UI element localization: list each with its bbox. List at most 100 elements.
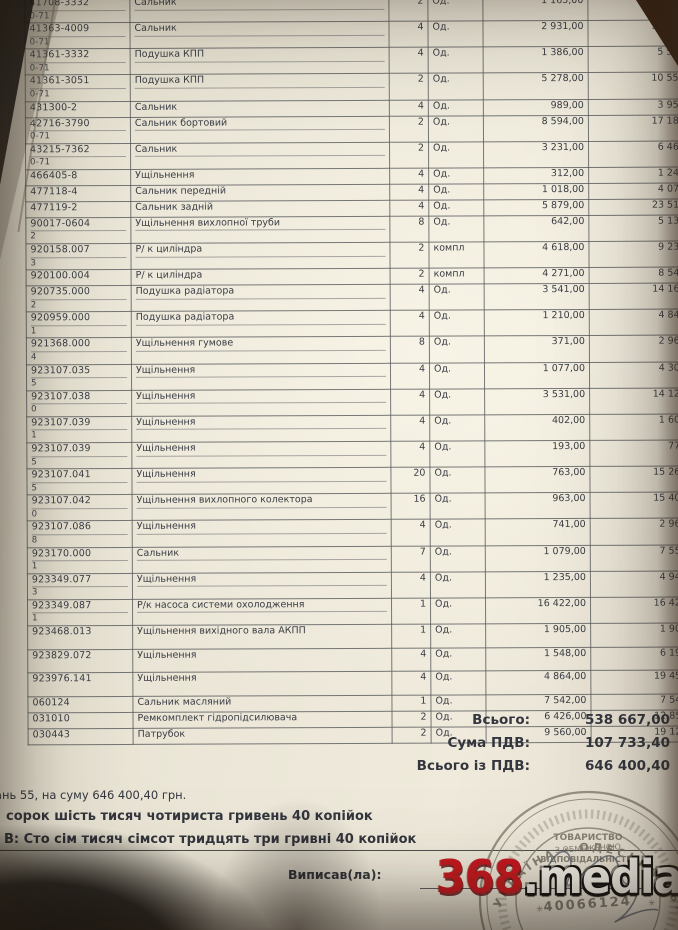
total-cell: 6 462,00 [588, 140, 678, 168]
part-number-cell: 923107.035 5 [26, 363, 132, 391]
quantity-cell: 4 [390, 284, 430, 311]
unit-cell: Од. [429, 362, 485, 389]
amount-words-line1: найменувань 55, на суму 646 400,40 грн. [0, 788, 187, 802]
quantity-cell: 4 [390, 362, 430, 389]
price-cell: 4 618,00 [483, 241, 590, 269]
table-row: 920158.007 3 Р/ к циліндра 2 компл 4 618,00 9 … [25, 240, 678, 271]
table-row: 923107.086 8 Ущільнення 4 Од. 741,00 2 964,00 [27, 518, 678, 548]
table-row: 41361-3332 0-71 Подушка КПП 4 Од. 1 386,00 5 5… [25, 46, 678, 76]
table-row: 923976.141 Ущільнення 4 Од. 4 864,00 19 456,0… [27, 670, 678, 697]
description-cell: Ущільнення [131, 388, 391, 417]
unit-cell: Од. [429, 336, 485, 363]
description-cell: Ущільнення [132, 647, 392, 673]
unit-cell: Од. [430, 519, 486, 546]
price-cell: 989,00 [483, 99, 589, 116]
unit-cell: Од. [428, 167, 484, 184]
description-cell: Сальник [130, 99, 390, 118]
totals-value: 107 733,40 [585, 735, 670, 751]
price-cell: 3 231,00 [483, 141, 589, 168]
part-number-cell: 41708-3332 0-71 [24, 0, 130, 24]
quantity-cell: 4 [389, 199, 429, 217]
unit-cell: Од. [430, 545, 486, 572]
part-number-cell: 923107.038 0 [26, 390, 132, 417]
table-row: 923107.039 5 Ущільнення 4 Од. 193,00 772,00 [26, 439, 678, 470]
description-cell: Сальник бортовий [130, 115, 390, 144]
total-cell: 8 542,00 [589, 267, 678, 284]
price-cell: 1 235,00 [485, 571, 591, 598]
description-cell: Подушка радіатора [131, 284, 391, 312]
quantity-cell: 16 [391, 493, 431, 520]
quantity-cell: 20 [390, 467, 431, 494]
total-cell: 2 968,00 [589, 335, 678, 362]
description-cell: Ущільнення [130, 168, 390, 186]
price-cell: 5 879,00 [483, 199, 589, 216]
table-row: 921368.000 4 Ущільнення гумове 8 Од. 371,00 2 … [26, 335, 678, 365]
total-cell: 15 260,00 [589, 466, 678, 493]
price-cell: 963,00 [485, 492, 591, 520]
total-cell: 11 724,00 [587, 20, 678, 47]
total-cell: 10 556,00 [588, 72, 678, 100]
unit-cell: Од. [430, 647, 486, 672]
part-number-cell: 923829.072 [27, 649, 133, 674]
quantity-cell: 4 [391, 671, 431, 696]
total-cell: 15 408,00 [590, 492, 678, 519]
quantity-cell: 2 [389, 141, 429, 169]
total-cell: 1 248,00 [588, 166, 678, 184]
total-cell: 1 608,00 [589, 413, 678, 441]
unit-cell: Од. [428, 141, 484, 168]
totals-value: 538 667,00 [585, 712, 670, 728]
table-row: 923349.077 3 Ущільнення 4 Од. 1 235,00 4 940,0… [27, 570, 678, 600]
price-cell: 4 271,00 [484, 267, 590, 285]
part-number-cell: 920100.004 [26, 269, 132, 287]
unit-cell: Од. [429, 414, 485, 442]
unit-cell: Од. [429, 440, 485, 468]
totals-label: Сума ПДВ: [447, 735, 530, 751]
part-number-cell: 923170.000 1 [27, 546, 133, 574]
description-cell: Ущільнення [132, 671, 392, 697]
unit-cell: Од. [430, 571, 486, 598]
quantity-cell: 1 [391, 597, 431, 625]
price-cell: 741,00 [485, 518, 591, 546]
part-number-cell: 90017-0604 2 [25, 217, 131, 244]
total-cell: 1 905,00 [590, 622, 678, 648]
table-row: 923829.072 Ущільнення 4 Од. 1 548,00 6 192,00 [27, 646, 678, 674]
table-row: 923170.000 1 Сальник 7 Од. 1 079,00 7 553,00 [27, 544, 678, 574]
table-row: 41363-4009 0-71 Сальник 4 Од. 2 931,00 11 724,… [24, 20, 678, 50]
total-cell: 5 136,00 [588, 214, 678, 242]
quantity-cell: 7 [391, 545, 431, 572]
totals-row: Всього із ПДВ: 646 400,40 [250, 758, 670, 774]
part-number-cell: 920735.000 2 [26, 285, 132, 313]
part-number-cell: 031010 [27, 712, 134, 729]
description-cell: Ущільнення гумове [131, 336, 391, 364]
unit-cell: Од. [429, 310, 485, 337]
description-cell: Ущільнення [131, 441, 391, 469]
total-cell: 2 330,00 [587, 0, 678, 21]
total-cell: 4 840,00 [589, 309, 678, 336]
price-cell: 1 018,00 [483, 183, 589, 200]
unit-cell: компл [428, 241, 485, 269]
total-cell: 14 124,00 [589, 387, 678, 415]
part-number-cell: 923349.087 1 [27, 599, 133, 626]
part-number-cell: 923349.077 3 [27, 573, 133, 600]
description-cell: Сальник [129, 21, 390, 49]
part-number-cell: 920158.007 3 [25, 243, 132, 271]
part-number-cell: 41361-3051 0-71 [25, 74, 131, 102]
description-cell: Сальник [132, 545, 392, 574]
description-cell: Подушка КПП [130, 47, 390, 75]
unit-cell: компл [429, 268, 485, 285]
description-cell: Сальник задній [130, 200, 390, 218]
part-number-cell: 41363-4009 0-71 [24, 22, 131, 50]
quantity-cell: 4 [390, 388, 430, 416]
table-row: 923107.039 1 Ущільнення 4 Од. 402,00 1 608,00 [26, 413, 678, 443]
price-cell: 5 278,00 [483, 72, 589, 100]
totals-label: Всього із ПДВ: [416, 758, 530, 774]
quantity-cell: 4 [389, 47, 429, 74]
description-cell: Сальник [130, 142, 390, 170]
price-cell: 7 542,00 [485, 694, 591, 711]
description-cell: Ущільнення вихлопного колектора [132, 493, 392, 521]
quantity-cell: 2 [389, 115, 429, 143]
total-cell: 5 544,00 [588, 46, 678, 73]
description-cell: Сальник передній [130, 184, 390, 202]
quantity-cell: 2 [389, 73, 429, 100]
